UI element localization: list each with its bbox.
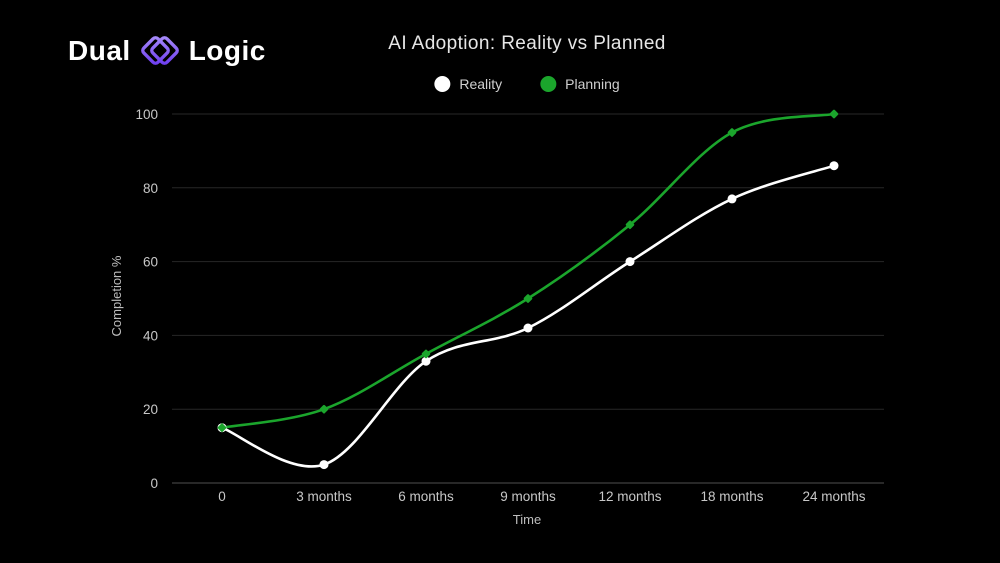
x-tick-label: 18 months: [700, 489, 763, 504]
x-axis-title: Time: [513, 512, 541, 527]
y-axis-title: Completion %: [109, 255, 124, 336]
reality-point: [421, 356, 431, 366]
legend-label-reality: Reality: [459, 76, 503, 92]
reality-point: [829, 161, 839, 171]
x-tick-label: 0: [218, 489, 226, 504]
y-tick-label: 0: [150, 476, 158, 491]
reality-legend-dot-icon: [434, 76, 451, 92]
planning-line: [220, 112, 836, 429]
chart-title: AI Adoption: Reality vs Planned: [388, 33, 666, 54]
planning-point: [523, 294, 533, 303]
dual-logic-logo: Dual Logic: [68, 30, 266, 72]
legend-item-reality[interactable]: Reality: [434, 76, 502, 92]
logo-word-dual: Dual: [68, 35, 131, 66]
reality-line: [220, 164, 836, 468]
overlapping-diamonds-icon: [140, 36, 179, 65]
legend-item-planning[interactable]: Planning: [540, 76, 620, 92]
logo-word-logic: Logic: [188, 35, 266, 66]
planning-point: [625, 220, 635, 230]
reality-point: [319, 460, 329, 470]
reality-point: [727, 194, 737, 204]
planning-legend-dot-icon: [540, 76, 557, 92]
planning-point: [319, 404, 329, 414]
y-tick-label: 100: [135, 107, 158, 122]
planning-point: [217, 423, 227, 433]
legend-label-planning: Planning: [565, 76, 620, 92]
x-tick-label: 12 months: [598, 489, 661, 504]
y-tick-label: 20: [143, 402, 158, 417]
reality-point: [625, 257, 635, 267]
chart-legend: Reality Planning: [434, 76, 620, 92]
planning-point: [829, 109, 839, 119]
y-tick-label: 60: [143, 255, 158, 270]
planning-point: [727, 128, 737, 137]
planning-point: [421, 349, 431, 359]
y-tick-label: 80: [143, 181, 158, 196]
x-tick-label: 3 months: [296, 489, 352, 504]
x-tick-label: 6 months: [398, 489, 454, 504]
x-tick-label: 9 months: [500, 489, 556, 504]
reality-point: [523, 323, 533, 333]
x-tick-label: 24 months: [802, 489, 865, 504]
y-tick-label: 40: [143, 328, 158, 343]
